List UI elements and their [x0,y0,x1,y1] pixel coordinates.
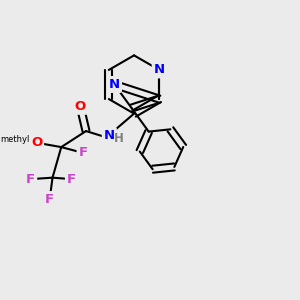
Text: F: F [67,172,76,186]
Text: F: F [26,172,35,186]
Text: O: O [75,100,86,113]
Text: N: N [154,63,165,76]
Text: H: H [114,132,124,146]
Text: N: N [109,78,120,91]
Text: methyl: methyl [1,135,30,144]
Text: O: O [31,136,42,149]
Text: F: F [45,193,54,206]
Text: F: F [79,146,88,159]
Text: N: N [104,129,115,142]
